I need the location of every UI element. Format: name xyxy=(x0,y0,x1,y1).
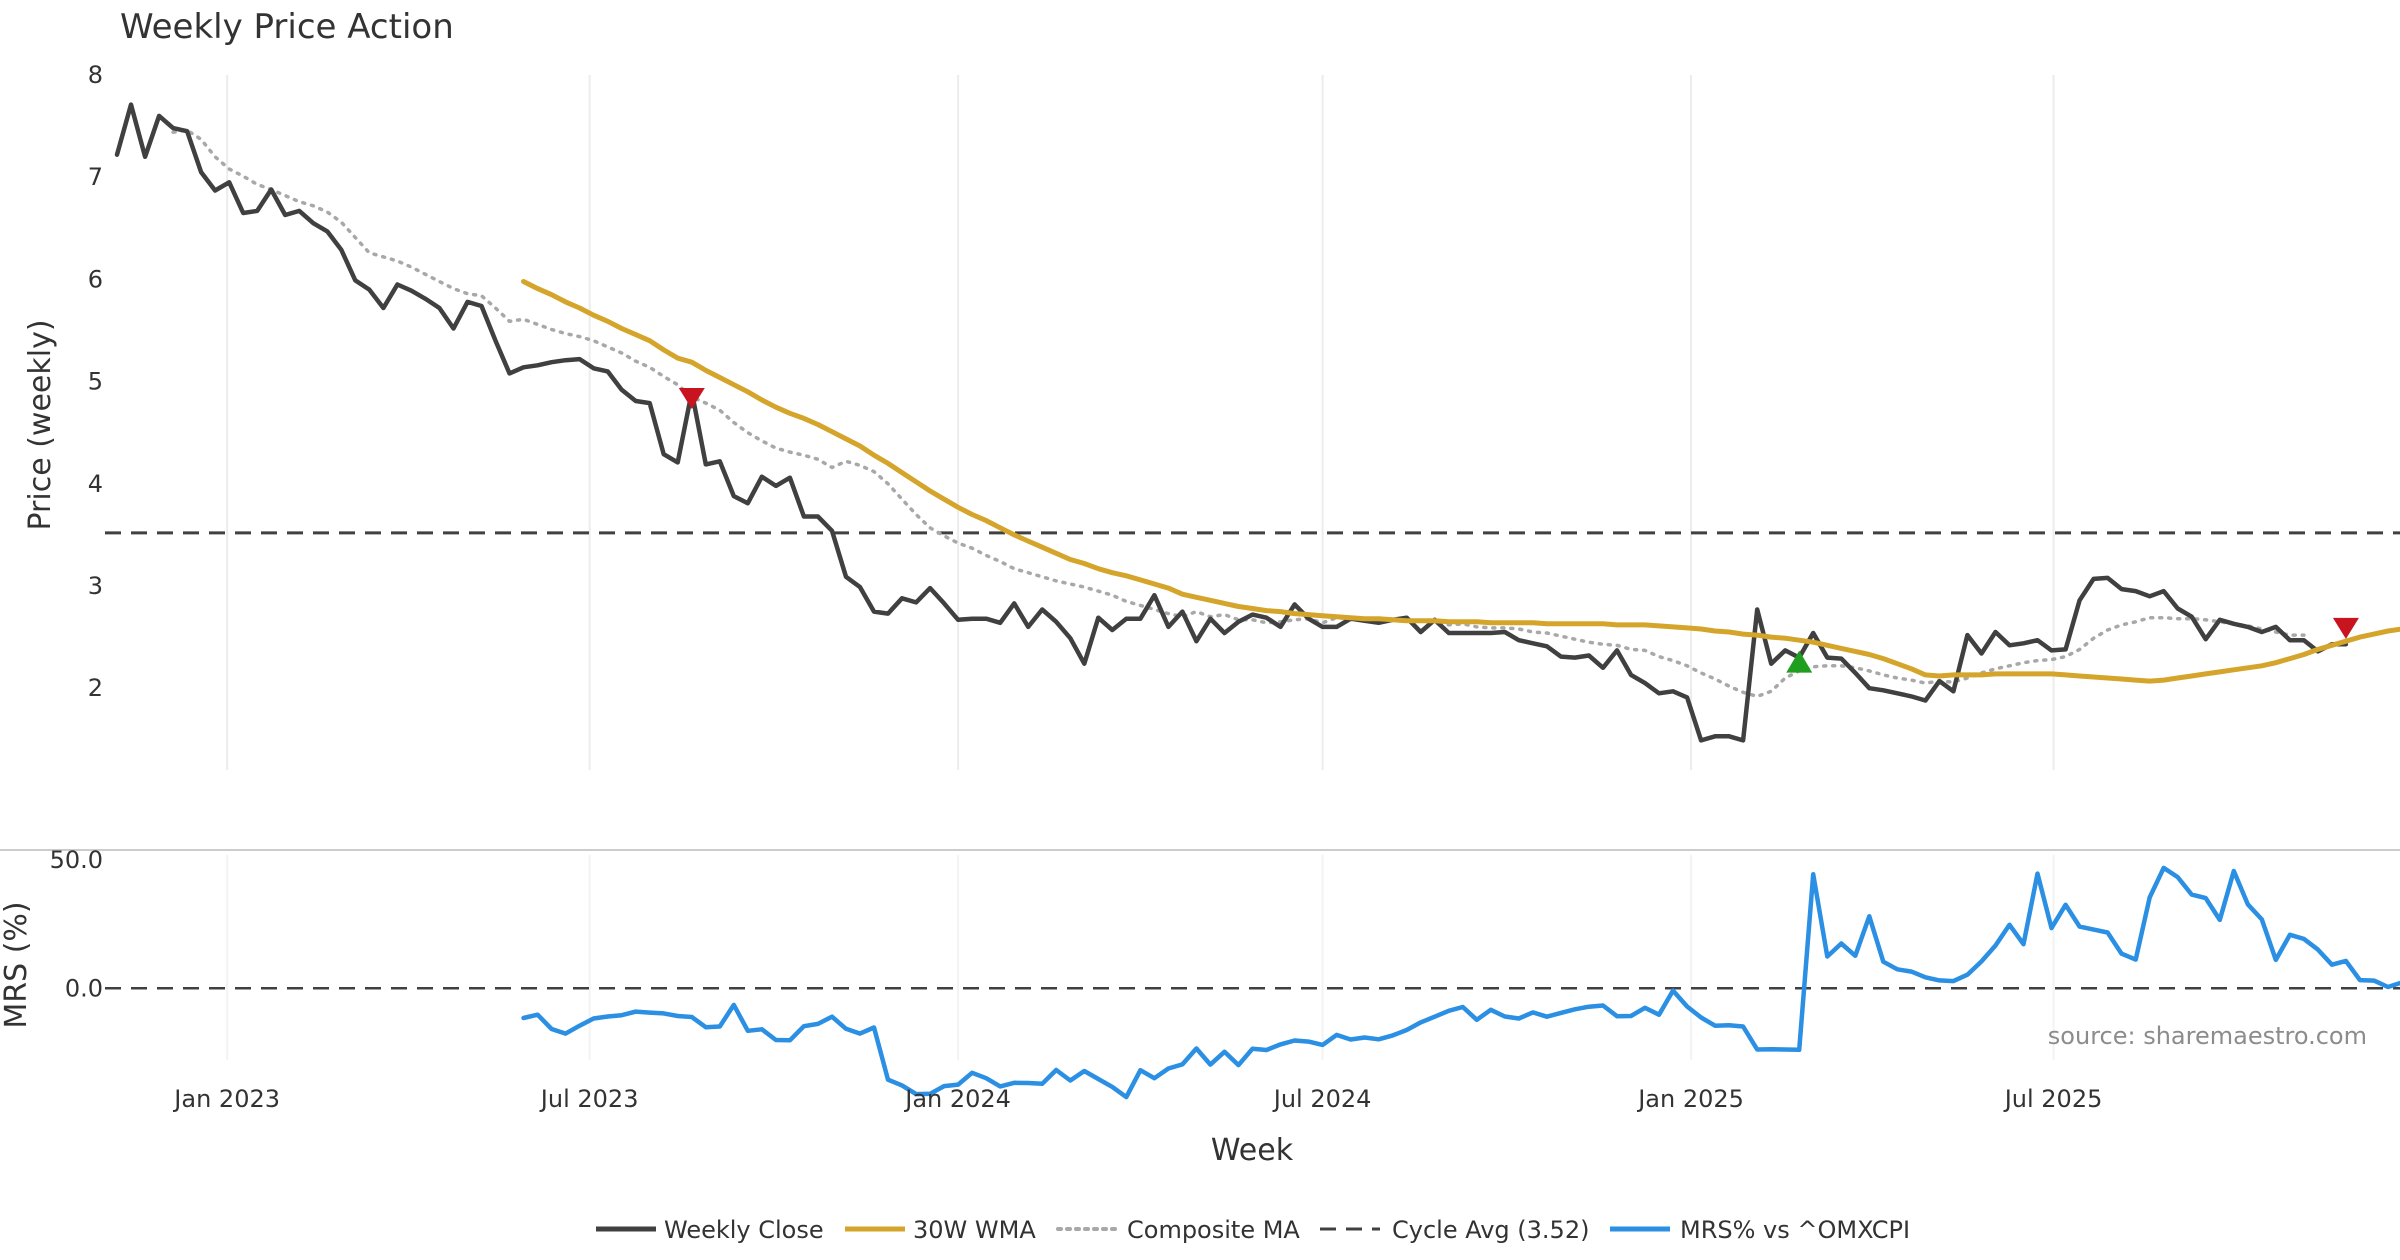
legend-item-composite-ma: Composite MA xyxy=(1056,1216,1300,1244)
series-line-weekly-close xyxy=(114,102,2349,743)
sell-signal-marker xyxy=(2332,617,2359,639)
price-y-tick-label: 5 xyxy=(88,368,103,396)
legend-item-30w-wma: 30W WMA xyxy=(845,1216,1036,1244)
x-tick-label: Jul 2023 xyxy=(539,1085,639,1113)
mrs-panel: 0.0 50.0 xyxy=(50,846,2400,1100)
price-y-tick-label: 6 xyxy=(88,265,103,293)
sell-signal-marker xyxy=(678,387,705,409)
price-axis-label: Price (weekly) xyxy=(23,319,58,530)
legend-item-cycle-avg: Cycle Avg (3.52) xyxy=(1320,1216,1589,1244)
legend-label-30w-wma: 30W WMA xyxy=(913,1216,1036,1244)
mrs-grid xyxy=(226,855,2055,1060)
mrs-axis-label: MRS (%) xyxy=(0,901,34,1028)
x-axis-ticks: Jan 2023 Jul 2023 Jan 2024 Jul 2024 Jan 2025… xyxy=(172,1085,2102,1113)
x-tick-label: Jul 2024 xyxy=(1272,1085,1372,1113)
legend-item-weekly-close: Weekly Close xyxy=(596,1216,824,1244)
legend-label-weekly-close: Weekly Close xyxy=(664,1216,824,1244)
legend-label-cycle-avg: Cycle Avg (3.52) xyxy=(1392,1216,1589,1244)
series-line-30w-wma xyxy=(521,279,2400,684)
price-y-tick-label: 7 xyxy=(88,163,103,191)
series-line-mrs xyxy=(521,865,2400,1100)
x-tick-label: Jan 2025 xyxy=(1636,1085,1744,1113)
price-panel: 2 3 4 5 6 7 8 xyxy=(88,61,2400,743)
legend-label-mrs: MRS% vs ^OMXCPI xyxy=(1680,1216,1910,1244)
mrs-y-tick-label: 0.0 xyxy=(65,974,103,1002)
price-y-tick-label: 3 xyxy=(88,572,103,600)
legend-item-mrs: MRS% vs ^OMXCPI xyxy=(1610,1216,1910,1244)
chart-title: Weekly Price Action xyxy=(120,7,454,47)
x-tick-label: Jan 2024 xyxy=(903,1085,1011,1113)
legend-label-composite-ma: Composite MA xyxy=(1127,1216,1300,1244)
legend: Weekly Close 30W WMA Composite MA Cycle … xyxy=(596,1216,1910,1244)
price-y-tick-label: 4 xyxy=(88,470,103,498)
x-tick-label: Jul 2025 xyxy=(2003,1085,2103,1113)
price-y-tick-label: 2 xyxy=(88,674,103,702)
mrs-y-tick-label: 50.0 xyxy=(50,846,103,874)
price-y-tick-label: 8 xyxy=(88,61,103,89)
x-tick-label: Jan 2023 xyxy=(172,1085,280,1113)
buy-signal-marker xyxy=(1786,650,1813,673)
x-axis-label: Week xyxy=(1211,1133,1294,1168)
price-grid xyxy=(226,75,2055,770)
source-note: source: sharemaestro.com xyxy=(2048,1022,2367,1050)
